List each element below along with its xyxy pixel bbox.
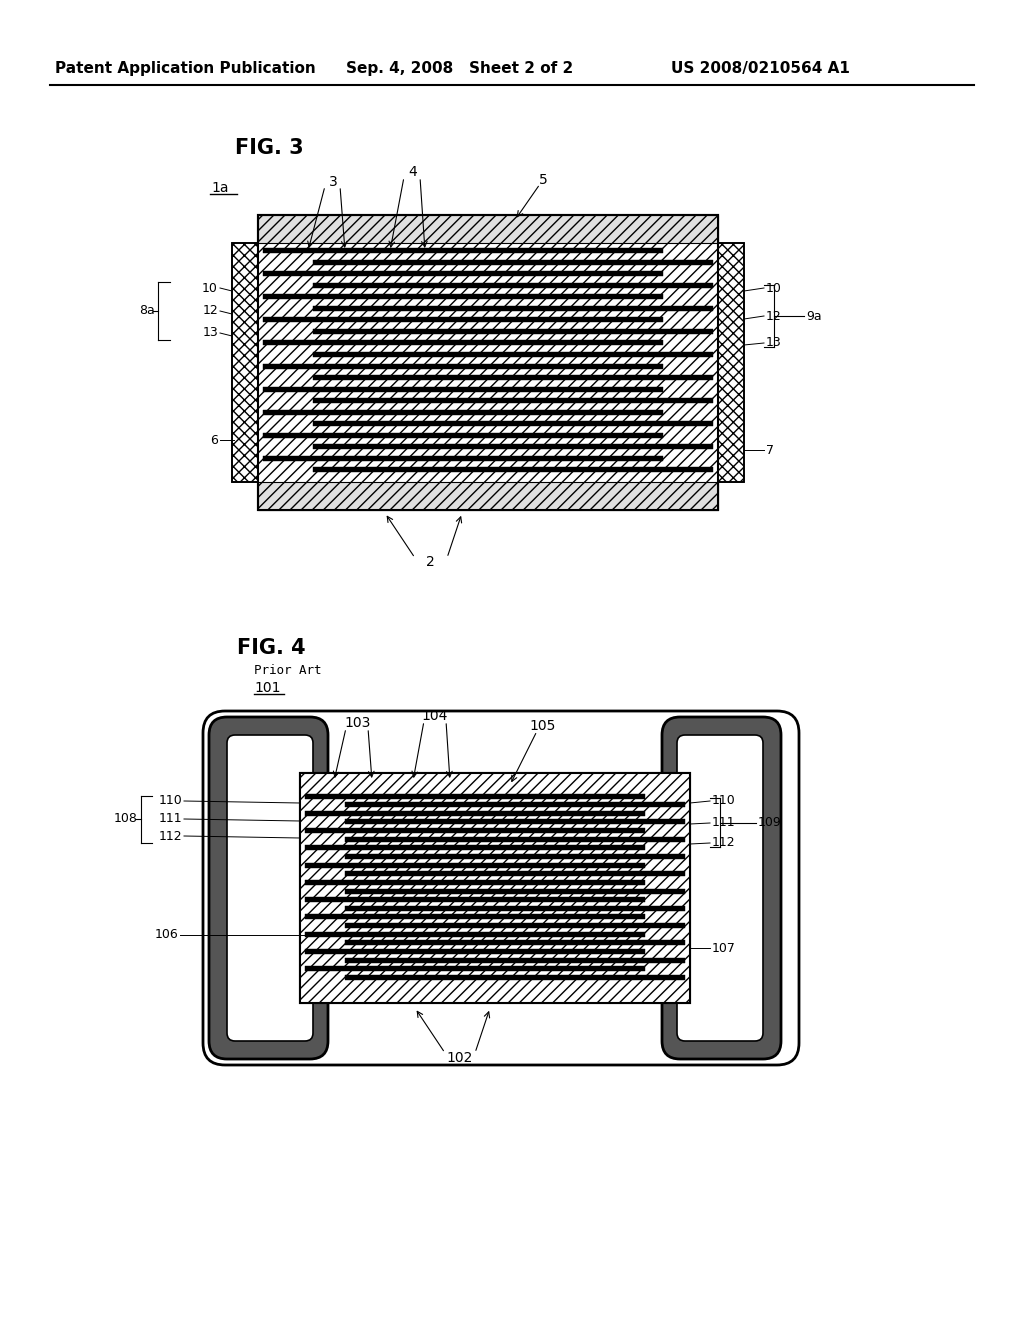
Bar (345, 888, 685, 894)
Text: 13: 13 (766, 337, 781, 350)
Text: 5: 5 (539, 173, 548, 187)
Text: 105: 105 (529, 719, 556, 733)
Text: US 2008/0210564 A1: US 2008/0210564 A1 (671, 61, 850, 75)
Text: 111: 111 (712, 817, 735, 829)
Bar (263, 409, 663, 414)
Text: FIG. 3: FIG. 3 (234, 139, 304, 158)
Bar (232, 243, 258, 482)
Bar (263, 387, 663, 392)
Text: 9a: 9a (806, 309, 821, 322)
Bar (345, 940, 685, 945)
Bar (258, 215, 718, 510)
Bar (263, 341, 663, 346)
Bar (263, 433, 663, 438)
Bar (718, 243, 744, 482)
Bar (263, 455, 663, 461)
FancyBboxPatch shape (662, 717, 781, 1059)
Text: 10: 10 (766, 281, 782, 294)
Bar (305, 949, 645, 954)
Bar (232, 243, 258, 482)
Text: 7: 7 (766, 444, 774, 457)
Bar (313, 399, 713, 403)
Bar (305, 932, 645, 937)
Bar (263, 271, 663, 276)
Text: 101: 101 (254, 681, 281, 696)
Text: 3: 3 (329, 176, 337, 189)
Bar (305, 810, 645, 816)
Bar (345, 923, 685, 928)
FancyBboxPatch shape (677, 735, 763, 1041)
Bar (345, 906, 685, 911)
Bar (263, 317, 663, 322)
Bar (258, 215, 718, 243)
Bar (313, 421, 713, 426)
Text: 110: 110 (712, 795, 736, 808)
Text: Prior Art: Prior Art (254, 664, 322, 676)
Bar (313, 445, 713, 449)
Bar (345, 820, 685, 825)
Text: 6: 6 (210, 433, 218, 446)
Bar (313, 329, 713, 334)
Bar (345, 975, 685, 979)
Text: 102: 102 (446, 1051, 473, 1065)
Text: 112: 112 (712, 837, 735, 850)
Bar (313, 467, 713, 473)
Bar (305, 915, 645, 920)
Bar (305, 880, 645, 884)
Bar (345, 957, 685, 962)
Bar (305, 828, 645, 833)
Bar (300, 774, 690, 1003)
Text: 10: 10 (202, 281, 218, 294)
Bar (300, 774, 690, 1003)
Bar (305, 862, 645, 867)
Text: 106: 106 (155, 928, 178, 941)
Bar (258, 215, 718, 510)
Text: FIG. 4: FIG. 4 (237, 638, 305, 657)
Text: 109: 109 (758, 817, 781, 829)
Text: 112: 112 (159, 829, 182, 842)
Bar (313, 282, 713, 288)
FancyBboxPatch shape (209, 717, 328, 1059)
Bar (305, 845, 645, 850)
Bar (345, 837, 685, 842)
Bar (258, 215, 718, 510)
Text: 12: 12 (203, 305, 218, 318)
Bar (305, 793, 645, 799)
Bar (263, 248, 663, 253)
Text: 12: 12 (766, 309, 781, 322)
Text: 13: 13 (203, 326, 218, 339)
Text: Sep. 4, 2008   Sheet 2 of 2: Sep. 4, 2008 Sheet 2 of 2 (346, 61, 573, 75)
Bar (305, 966, 645, 972)
FancyBboxPatch shape (227, 735, 313, 1041)
Bar (313, 375, 713, 380)
Bar (718, 243, 744, 482)
Text: 4: 4 (409, 165, 418, 180)
Bar (345, 854, 685, 859)
Text: Patent Application Publication: Patent Application Publication (54, 61, 315, 75)
Text: 107: 107 (712, 941, 736, 954)
Bar (313, 260, 713, 264)
Bar (313, 306, 713, 310)
Bar (345, 803, 685, 807)
Text: 2: 2 (426, 554, 434, 569)
Bar (313, 352, 713, 356)
Text: 1a: 1a (211, 181, 228, 195)
Text: 104: 104 (422, 709, 449, 723)
Text: 8a: 8a (139, 304, 155, 317)
Text: 110: 110 (159, 795, 182, 808)
Bar (263, 363, 663, 368)
Bar (258, 482, 718, 510)
Text: 108: 108 (114, 812, 138, 825)
Bar (345, 871, 685, 876)
Text: 103: 103 (345, 715, 371, 730)
Bar (263, 294, 663, 300)
Bar (305, 898, 645, 902)
Bar (300, 774, 690, 1003)
Text: 111: 111 (159, 813, 182, 825)
